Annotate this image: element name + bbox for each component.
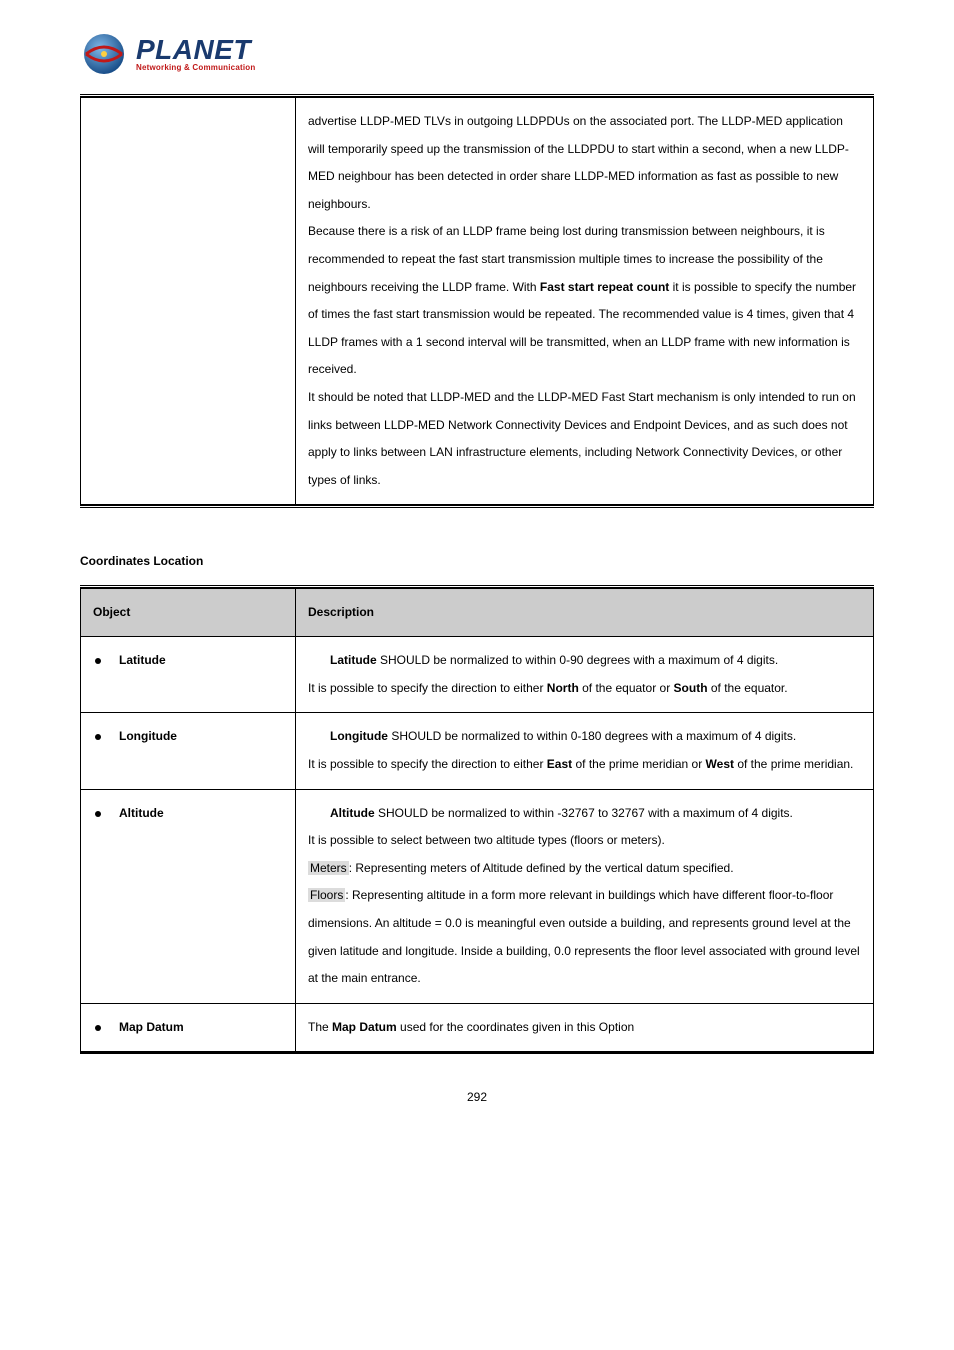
line: Longitude SHOULD be normalized to within… xyxy=(308,723,861,751)
line: Latitude SHOULD be normalized to within … xyxy=(308,647,861,675)
cell-label-latitude: Latitude xyxy=(81,637,296,713)
table-header-row: Object Description xyxy=(81,588,874,637)
para-2: Because there is a risk of an LLDP frame… xyxy=(308,218,861,384)
line: It is possible to specify the direction … xyxy=(308,751,861,779)
table-row: Latitude Latitude SHOULD be normalized t… xyxy=(81,637,874,713)
table-row: advertise LLDP-MED TLVs in outgoing LLDP… xyxy=(81,98,874,505)
bullet-icon xyxy=(95,811,101,817)
cell-label-map-datum: Map Datum xyxy=(81,1003,296,1052)
logo-text: PLANET Networking & Communication xyxy=(136,36,255,72)
cell-label-altitude: Altitude xyxy=(81,789,296,1003)
cell-left-empty xyxy=(81,98,296,505)
line: The Map Datum used for the coordinates g… xyxy=(308,1014,861,1042)
line: Floors: Representing altitude in a form … xyxy=(308,882,861,992)
cell-description: advertise LLDP-MED TLVs in outgoing LLDP… xyxy=(296,98,874,505)
page-number: 292 xyxy=(80,1084,874,1110)
bullet-icon xyxy=(95,1025,101,1031)
line: Altitude SHOULD be normalized to within … xyxy=(308,800,861,828)
line: It is possible to select between two alt… xyxy=(308,827,861,855)
section-heading: Coordinates Location xyxy=(80,548,874,574)
cell-desc-longitude: Longitude SHOULD be normalized to within… xyxy=(296,713,874,789)
table-row: Longitude Longitude SHOULD be normalized… xyxy=(81,713,874,789)
grey-label-floors: Floors xyxy=(308,888,345,902)
para-1: advertise LLDP-MED TLVs in outgoing LLDP… xyxy=(308,108,861,218)
line: It is possible to specify the direction … xyxy=(308,675,861,703)
grey-label-meters: Meters xyxy=(308,861,349,875)
logo-tagline: Networking & Communication xyxy=(136,64,255,72)
cell-desc-map-datum: The Map Datum used for the coordinates g… xyxy=(296,1003,874,1052)
logo-globe-icon xyxy=(80,30,128,78)
cell-label-longitude: Longitude xyxy=(81,713,296,789)
bullet-icon xyxy=(95,658,101,664)
logo-name: PLANET xyxy=(136,36,255,64)
col-object: Object xyxy=(81,588,296,637)
line: Meters: Representing meters of Altitude … xyxy=(308,855,861,883)
table-coordinates: Object Description Latitude Latitude SHO… xyxy=(80,585,874,1055)
para-3: It should be noted that LLDP-MED and the… xyxy=(308,384,861,494)
table-row: Altitude Altitude SHOULD be normalized t… xyxy=(81,789,874,1003)
col-description: Description xyxy=(296,588,874,637)
cell-desc-latitude: Latitude SHOULD be normalized to within … xyxy=(296,637,874,713)
bullet-icon xyxy=(95,734,101,740)
table-row: Map Datum The Map Datum used for the coo… xyxy=(81,1003,874,1052)
table-fast-start: advertise LLDP-MED TLVs in outgoing LLDP… xyxy=(80,94,874,508)
page-header: PLANET Networking & Communication xyxy=(80,30,874,78)
cell-desc-altitude: Altitude SHOULD be normalized to within … xyxy=(296,789,874,1003)
